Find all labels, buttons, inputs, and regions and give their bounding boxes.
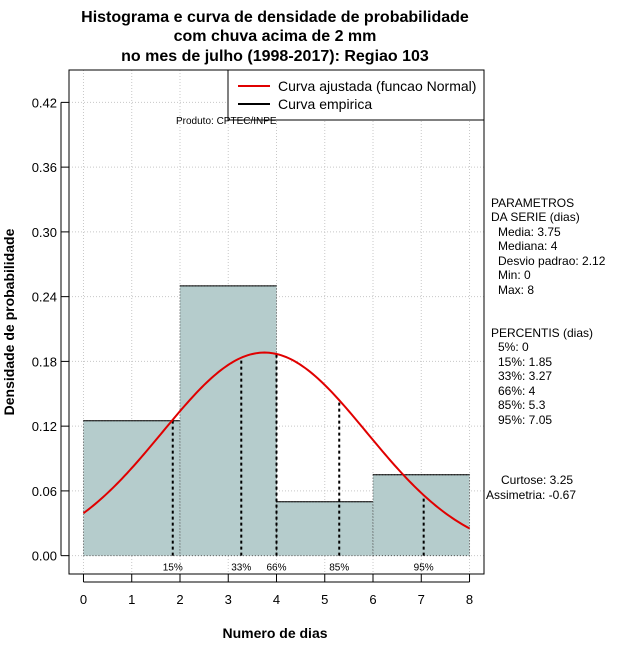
stat-media: Media: 3.75 bbox=[498, 225, 561, 239]
params-title-2: DA SERIE (dias) bbox=[491, 210, 580, 224]
stat-mediana: Mediana: 4 bbox=[498, 239, 558, 253]
legend-label-fit: Curva ajustada (funcao Normal) bbox=[278, 78, 476, 94]
title-line-3: no mes de julho (1998-2017): Regiao 103 bbox=[121, 48, 429, 65]
percentile-label-66%: 66% bbox=[266, 563, 286, 574]
legend-label-empirical: Curva empirica bbox=[278, 96, 372, 112]
percentile-label-95%: 95% bbox=[414, 563, 434, 574]
y-axis: 0.00 0.06 0.12 0.18 0.24 0.30 0.36 0.42 bbox=[32, 95, 69, 564]
x-axis-label: Numero de dias bbox=[222, 625, 327, 641]
x-tick-label-7: 7 bbox=[418, 592, 425, 607]
percentis-title: PERCENTIS (dias) bbox=[491, 326, 593, 340]
title-line-1: Histograma e curva de densidade de proba… bbox=[81, 9, 469, 26]
stat-assimetria: Assimetria: -0.67 bbox=[486, 488, 576, 502]
x-tick-label-1: 1 bbox=[128, 592, 135, 607]
legend-box bbox=[227, 69, 485, 121]
y-tick-label-0.30: 0.30 bbox=[32, 225, 57, 240]
x-tick-label-3: 3 bbox=[225, 592, 232, 607]
stat-curtose: Curtose: 3.25 bbox=[501, 473, 573, 487]
y-tick-label-0.12: 0.12 bbox=[32, 419, 57, 434]
y-tick-label-0.00: 0.00 bbox=[32, 549, 57, 564]
x-tick-label-0: 0 bbox=[80, 592, 87, 607]
histogram-bars bbox=[82, 285, 471, 557]
stat-desvio: Desvio padrao: 2.12 bbox=[498, 254, 606, 268]
percentil-66: 66%: 4 bbox=[498, 384, 536, 398]
y-tick-label-0.24: 0.24 bbox=[32, 290, 57, 305]
stat-max: Max: 8 bbox=[498, 283, 534, 297]
y-tick-label-0.36: 0.36 bbox=[32, 160, 57, 175]
y-tick-label-0.06: 0.06 bbox=[32, 484, 57, 499]
histogram-bar-0 bbox=[82, 420, 181, 557]
percentile-markers: 15% 33% 66% 85% 95% bbox=[163, 353, 434, 574]
histogram-bar-3 bbox=[372, 474, 471, 557]
percentil-5: 5%: 0 bbox=[498, 340, 529, 354]
percentile-label-15%: 15% bbox=[163, 563, 183, 574]
x-tick-label-4: 4 bbox=[273, 592, 280, 607]
x-tick-label-6: 6 bbox=[369, 592, 376, 607]
x-tick-label-8: 8 bbox=[466, 592, 473, 607]
percentile-label-33%: 33% bbox=[231, 563, 251, 574]
y-tick-label-0.18: 0.18 bbox=[32, 354, 57, 369]
stat-min: Min: 0 bbox=[498, 268, 531, 282]
x-tick-label-5: 5 bbox=[321, 592, 328, 607]
percentil-33: 33%: 3.27 bbox=[498, 369, 552, 383]
title-line-2: com chuva acima de 2 mm bbox=[174, 28, 377, 45]
normal-curve-layer bbox=[82, 351, 470, 530]
legend: Curva ajustada (funcao Normal) Curva emp… bbox=[227, 69, 485, 121]
histogram-bar-1 bbox=[179, 285, 277, 557]
y-tick-label-0.42: 0.42 bbox=[32, 95, 57, 110]
percentil-15: 15%: 1.85 bbox=[498, 355, 552, 369]
statistics-panel: PARAMETROS DA SERIE (dias) Media: 3.75 M… bbox=[486, 196, 606, 502]
y-axis-label: Densidade de probabilidade bbox=[1, 228, 17, 415]
percentile-label-85%: 85% bbox=[329, 563, 349, 574]
x-axis: 0 1 2 3 4 5 6 7 8 bbox=[80, 574, 473, 607]
params-title-1: PARAMETROS bbox=[491, 196, 574, 210]
percentil-95: 95%: 7.05 bbox=[498, 413, 552, 427]
histogram-bar-2 bbox=[276, 501, 374, 557]
chart-title: Histograma e curva de densidade de proba… bbox=[81, 9, 469, 65]
x-tick-label-2: 2 bbox=[176, 592, 183, 607]
percentil-85: 85%: 5.3 bbox=[498, 398, 546, 412]
normal-fit-curve bbox=[82, 351, 470, 530]
product-note: Produto: CPTEC/INPE bbox=[176, 116, 277, 127]
